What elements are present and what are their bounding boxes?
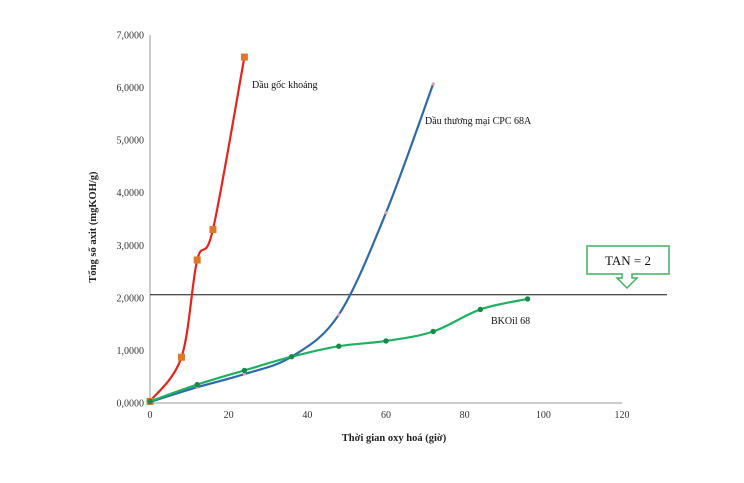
y-tick-label: 0,0000 [117, 399, 145, 410]
y-tick-label: 5,0000 [117, 136, 145, 147]
series-line [149, 83, 435, 403]
data-point [209, 226, 217, 234]
data-point [242, 372, 246, 376]
y-tick-label: 4,0000 [117, 188, 145, 199]
series-label: Dầu gốc khoáng [252, 80, 318, 91]
x-tick-label: 20 [224, 410, 234, 421]
y-tick-label: 7,0000 [117, 31, 145, 42]
y-tick-labels: 0,0000 1,0000 2,0000 3,0000 4,0000 5,0000 6,00… [117, 31, 145, 410]
data-point [177, 353, 185, 361]
x-tick-label: 40 [302, 410, 312, 421]
data-point [241, 367, 248, 374]
series-2 [147, 296, 531, 405]
x-tick-label: 60 [381, 410, 391, 421]
y-tick-label: 3,0000 [117, 241, 145, 252]
data-point [194, 381, 200, 388]
tan-callout-label: TAN = 2 [605, 253, 651, 268]
y-tick-label: 6,0000 [117, 83, 145, 94]
threshold: TAN = 2 [150, 245, 670, 296]
tan-callout-box [586, 245, 670, 290]
series-0 [146, 53, 248, 405]
series-line [149, 56, 246, 403]
series-label: BKOil 68 [491, 316, 530, 327]
series-label: Dầu thương mại CPC 68A [425, 116, 532, 127]
data-point [431, 82, 435, 86]
y-axis-title: Tổng số axit (mgKOH/g) [88, 171, 99, 283]
x-tick-label: 100 [536, 410, 551, 421]
data-point [477, 306, 484, 313]
x-tick-label: 120 [615, 410, 630, 421]
data-point [383, 338, 389, 344]
y-tick-label: 2,0000 [117, 293, 145, 304]
axes [149, 35, 622, 404]
data-point [147, 398, 153, 405]
x-axis-title: Thời gian oxy hoá (giờ) [342, 433, 447, 444]
data-point [193, 256, 201, 264]
series-group [146, 53, 531, 405]
x-tick-label: 0 [148, 410, 153, 421]
y-tick-label: 1,0000 [117, 346, 145, 357]
data-point [524, 296, 531, 302]
data-point [430, 328, 436, 335]
data-point [336, 343, 342, 349]
data-point [337, 313, 341, 317]
x-tick-labels: 0 20 40 60 80 100 120 [148, 410, 630, 421]
series-labels: Dầu gốc khoáng Dầu thương mại CPC 68A BKOi… [252, 80, 532, 327]
data-point [240, 53, 248, 61]
x-tick-label: 80 [460, 410, 470, 421]
data-point [288, 354, 295, 360]
data-point [384, 211, 388, 215]
